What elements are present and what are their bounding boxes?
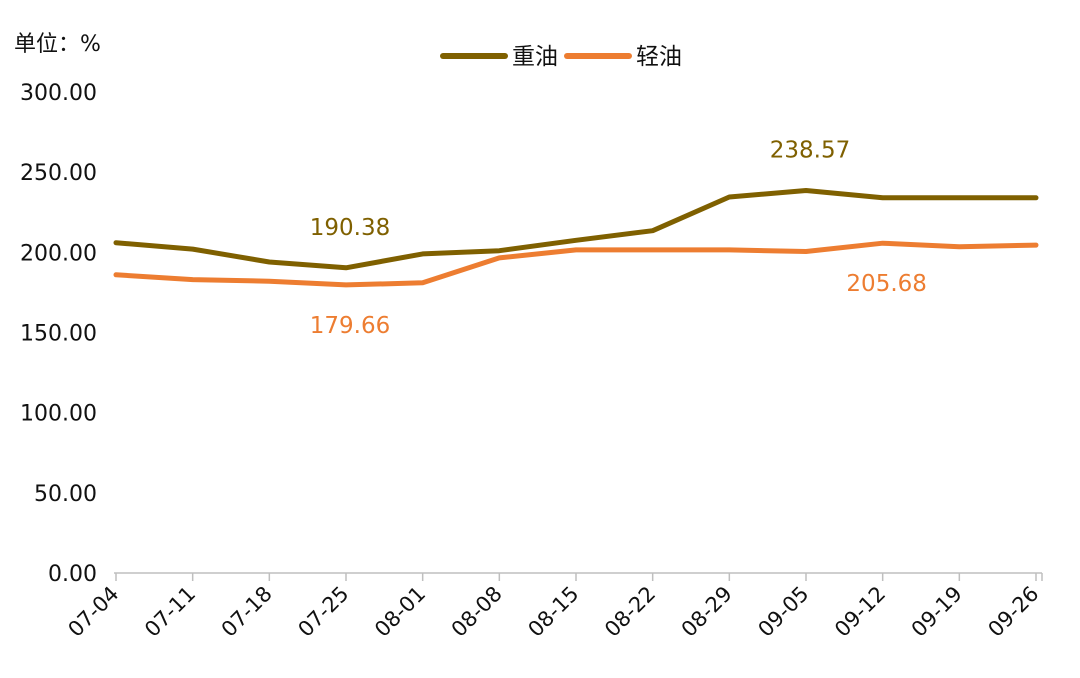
data-point: [574, 238, 578, 243]
data-point: [957, 195, 962, 200]
x-tick-label: 09-19: [907, 582, 967, 642]
data-point: [650, 228, 655, 233]
data-point: [727, 195, 732, 200]
y-tick-label: 150.00: [20, 322, 97, 347]
data-point: [574, 247, 578, 252]
data-point: [650, 247, 655, 252]
data-point: [804, 249, 808, 254]
data-point: [727, 247, 732, 252]
data-point: [880, 195, 885, 200]
x-tick-label: 09-26: [983, 582, 1043, 642]
unit-label: 单位：%: [14, 32, 101, 57]
legend: 重油 轻油: [440, 44, 682, 70]
data-point: [957, 244, 962, 249]
x-tick-label: 09-12: [830, 582, 890, 642]
data-label: 190.38: [310, 215, 390, 241]
data-label: 205.68: [846, 271, 926, 297]
data-point: [497, 248, 502, 253]
series-lines: [113, 188, 1039, 288]
axes: [114, 572, 1043, 581]
x-tick-label: 07-04: [63, 582, 123, 642]
data-label: 179.66: [310, 313, 390, 339]
data-point: [880, 241, 885, 246]
x-tick-label: 08-29: [677, 582, 737, 642]
data-point: [114, 240, 118, 245]
y-tick-label: 250.00: [20, 161, 97, 186]
x-tick-label: 07-25: [293, 582, 353, 642]
data-label: 238.57: [770, 137, 850, 163]
x-tick-label: 08-15: [523, 582, 583, 642]
data-point: [267, 279, 272, 284]
legend-label: 轻油: [636, 44, 682, 70]
y-tick-label: 0.00: [48, 562, 97, 587]
y-tick-label: 50.00: [34, 482, 97, 507]
data-point: [420, 280, 425, 285]
data-point: [497, 255, 502, 260]
data-point: [190, 247, 195, 252]
data-point: [420, 251, 425, 256]
tick-labels: 0.00 50.00 100.00 150.00 200.00 250.00 300.00 0…: [20, 81, 1044, 642]
data-point: [1034, 243, 1038, 248]
data-labels: 190.38 179.66 238.57 205.68: [310, 137, 927, 338]
data-point: [190, 277, 195, 282]
x-tick-label: 08-22: [600, 582, 660, 642]
x-tick-label: 07-18: [217, 582, 277, 642]
y-tick-label: 100.00: [20, 402, 97, 427]
data-point: [344, 265, 348, 270]
y-tick-label: 300.00: [20, 81, 97, 106]
x-tick-label: 08-01: [370, 582, 430, 642]
y-tick-label: 200.00: [20, 241, 97, 266]
data-point: [114, 272, 118, 277]
data-point: [1034, 195, 1038, 200]
data-point: [804, 188, 808, 193]
series-line-1: [113, 188, 1039, 271]
data-point: [344, 282, 348, 287]
x-tick-label: 07-11: [140, 582, 200, 642]
x-tick-label: 09-05: [753, 582, 813, 642]
data-point: [267, 259, 272, 264]
x-tick-label: 08-08: [447, 582, 507, 642]
legend-label: 重油: [512, 44, 558, 70]
